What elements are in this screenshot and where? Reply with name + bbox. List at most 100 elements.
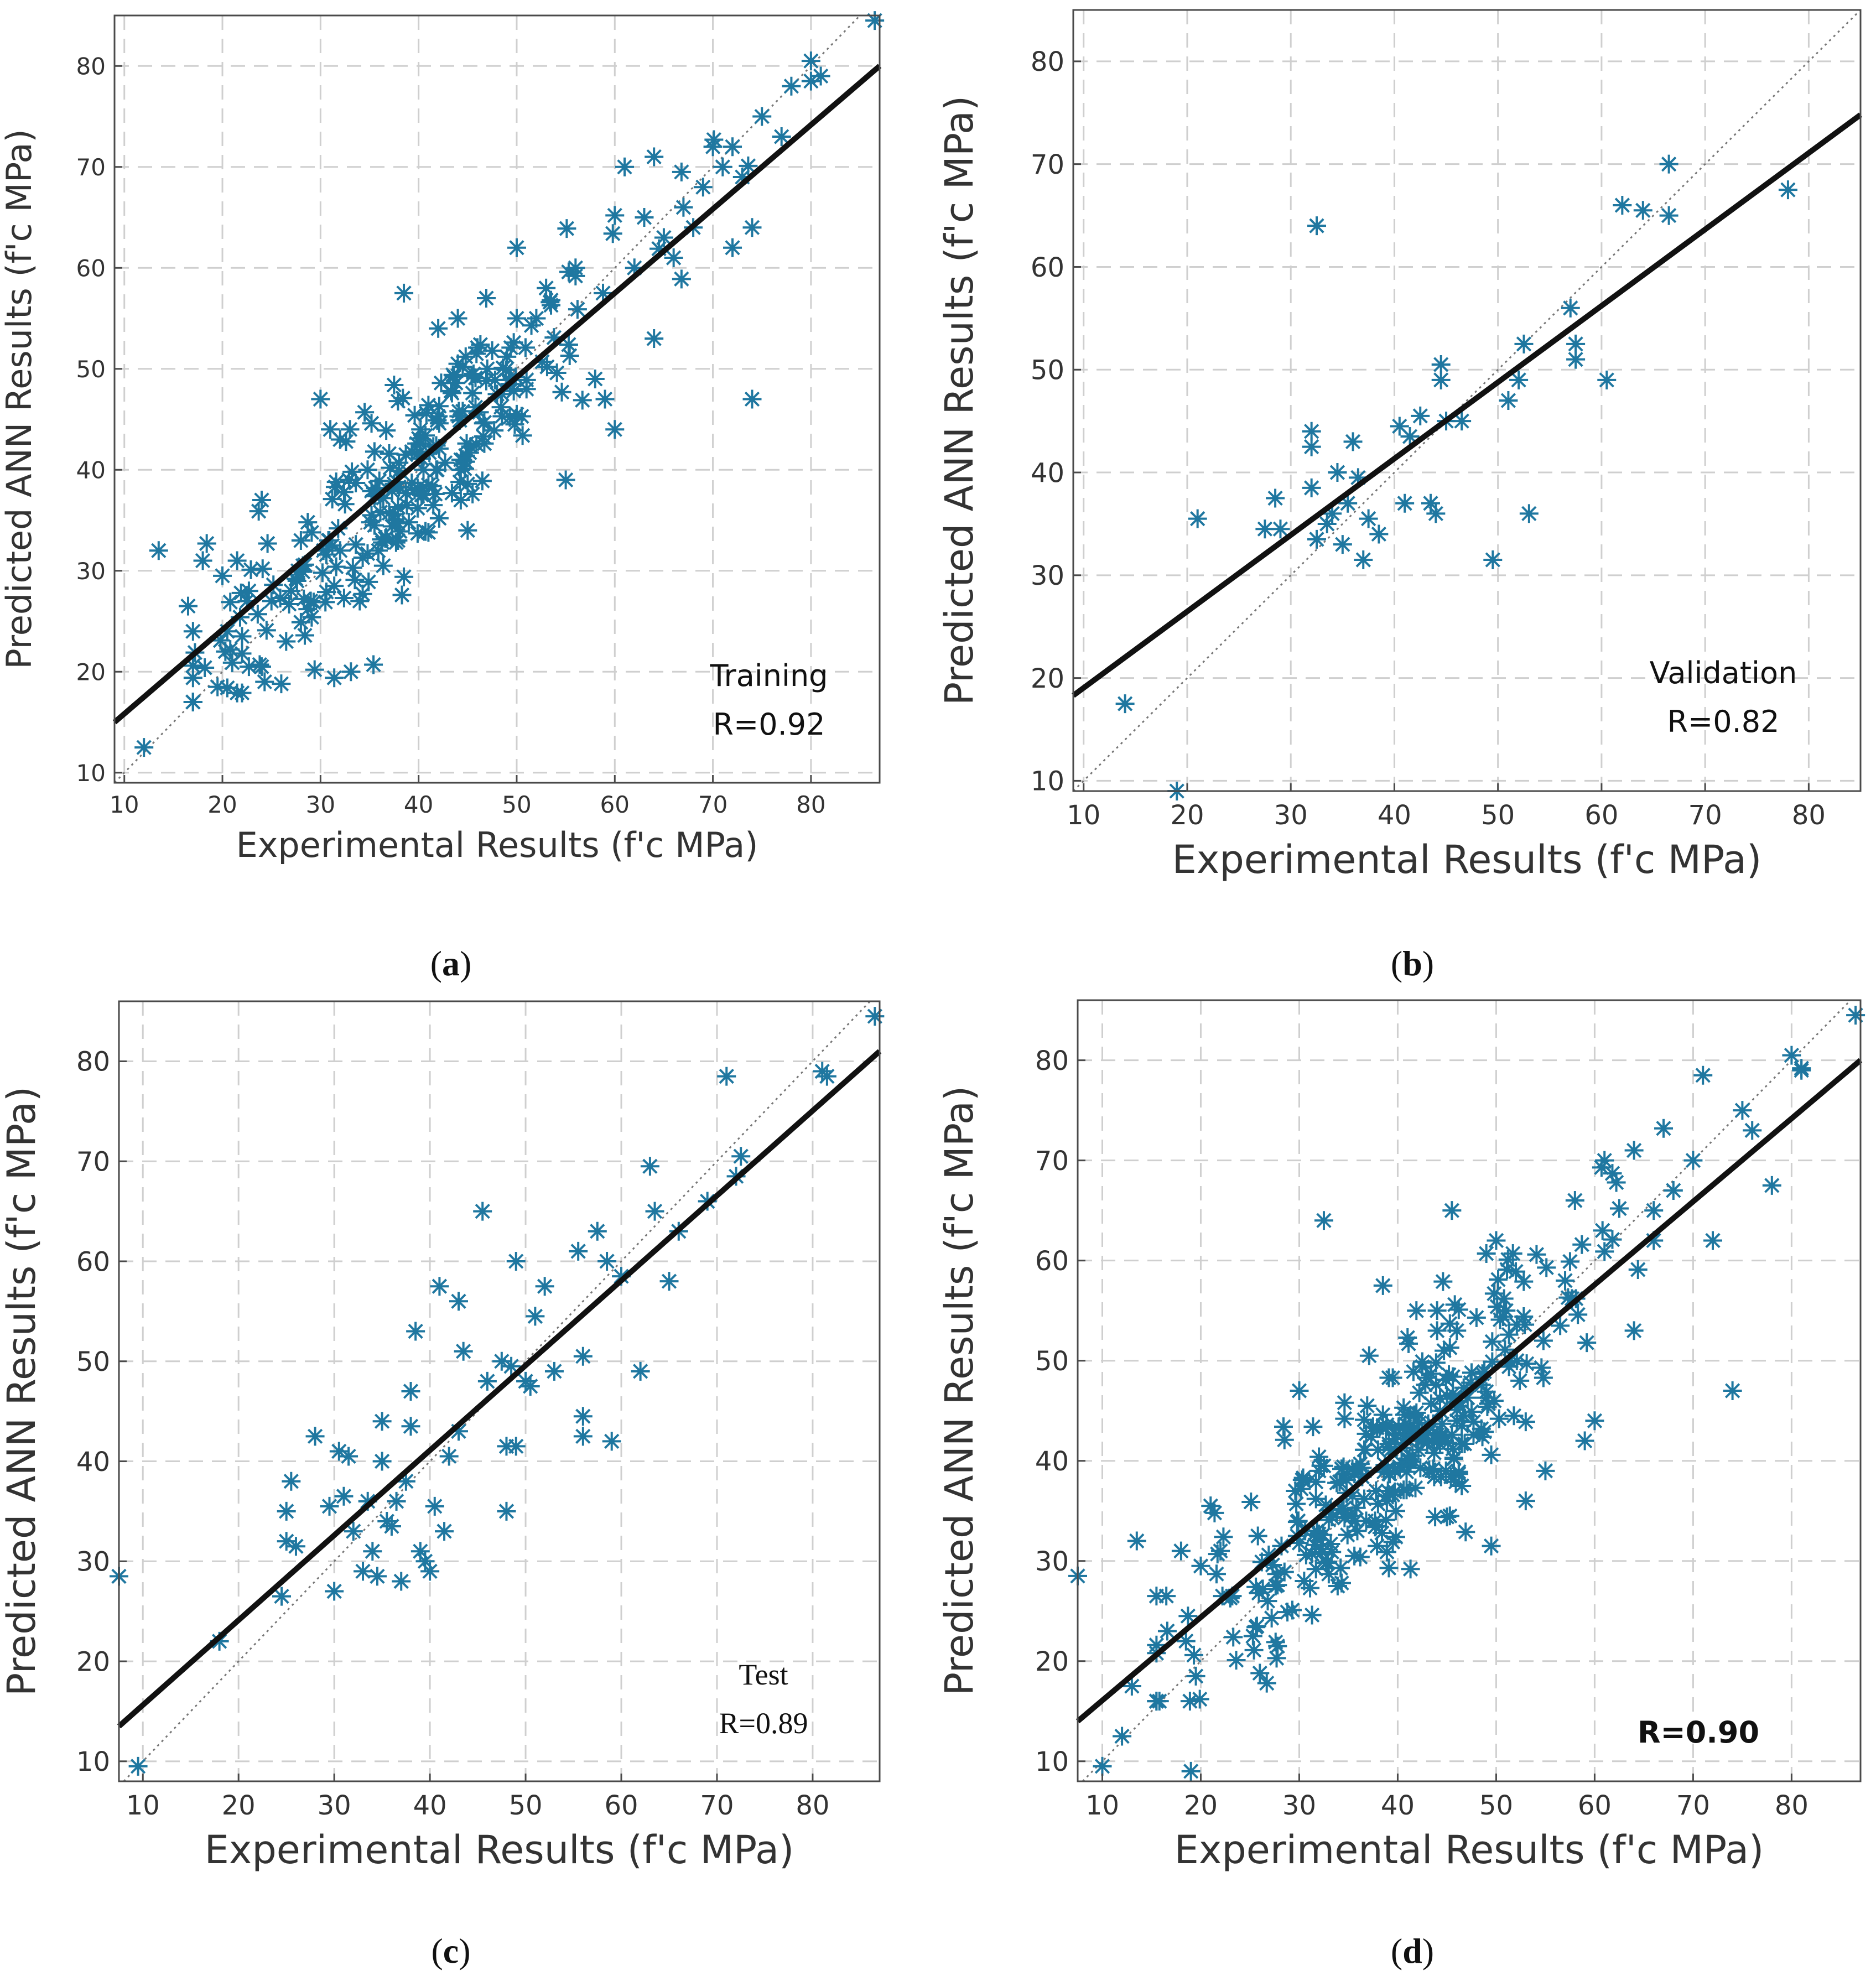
data-point [371, 502, 390, 522]
x-tick-label: 30 [1274, 800, 1308, 831]
chart-panel-b: 10 20 30 40 50 60 70 80 10 20 30 40 50 60 70 80 Experime… [937, 0, 1876, 990]
data-point [345, 570, 365, 590]
x-axis-label: Experimental Results (f'c MPa) [1175, 1827, 1764, 1873]
data-point [1516, 1412, 1535, 1432]
data-point [1268, 1636, 1287, 1656]
data-point [1503, 1244, 1522, 1263]
data-point [1452, 1416, 1472, 1436]
y-tick-label: 20 [76, 1646, 110, 1677]
data-point [1613, 196, 1632, 215]
data-point [1331, 1558, 1350, 1578]
data-point [1435, 1341, 1454, 1360]
data-point [271, 589, 290, 608]
data-point [1319, 1564, 1338, 1584]
data-point [723, 137, 742, 157]
data-point [1358, 1396, 1377, 1416]
x-tick-label: 30 [318, 1790, 351, 1821]
data-point [397, 496, 417, 515]
x-tick-label: 60 [1578, 1790, 1612, 1821]
data-point [232, 627, 252, 646]
data-point [419, 475, 438, 495]
x-tick-label: 10 [1067, 800, 1100, 831]
data-point [645, 329, 664, 348]
data-point [323, 490, 342, 509]
data-point [1659, 154, 1678, 174]
data-point [497, 1437, 516, 1456]
data-point [496, 360, 516, 379]
data-point [1184, 1645, 1204, 1665]
data-point [1359, 1346, 1379, 1365]
fit-line [1072, 112, 1862, 698]
data-point [1431, 355, 1451, 374]
data-point [512, 407, 531, 426]
data-point [635, 208, 654, 227]
data-point [477, 359, 497, 378]
data-point [462, 366, 481, 386]
data-point [544, 328, 564, 347]
data-point [386, 533, 406, 552]
data-point [321, 420, 340, 439]
data-point [1354, 550, 1373, 569]
data-point [1585, 1411, 1604, 1431]
data-point [430, 1277, 449, 1296]
data-point [1597, 370, 1617, 389]
data-point [311, 389, 330, 409]
data-point [1568, 1305, 1588, 1324]
data-point [1566, 334, 1586, 353]
data-point [342, 462, 362, 481]
data-point [448, 354, 467, 373]
data-point [1376, 1419, 1396, 1438]
y-tick-label: 30 [1031, 560, 1064, 591]
data-point [1517, 1354, 1536, 1374]
data-point [1348, 468, 1368, 487]
y-axis-label: Predicted ANN Results (f'c MPa) [0, 1086, 44, 1696]
data-point [1353, 1458, 1372, 1478]
x-tick-label: 80 [796, 791, 825, 818]
x-tick-label: 80 [796, 1790, 829, 1821]
data-point [1778, 180, 1797, 200]
data-point [1257, 1673, 1276, 1693]
data-point [1410, 1383, 1429, 1402]
data-point [1624, 1141, 1644, 1160]
data-point [1147, 1587, 1166, 1606]
fit-line [1075, 1058, 1863, 1724]
y-tick-label: 40 [76, 456, 106, 483]
data-point [1390, 417, 1409, 436]
data-point [291, 531, 310, 550]
x-tick-label: 30 [1282, 1790, 1316, 1821]
data-point [811, 66, 830, 86]
data-point [1404, 1362, 1423, 1381]
data-point [183, 622, 202, 641]
data-point [1335, 1393, 1354, 1412]
x-tick-label: 70 [1676, 1790, 1710, 1821]
data-point [384, 375, 404, 394]
data-point [1628, 1260, 1648, 1279]
data-point [1214, 1527, 1233, 1547]
axes-frame [113, 14, 881, 784]
data-point [585, 370, 605, 388]
data-point [411, 420, 430, 439]
data-point [1171, 1541, 1191, 1561]
data-point [1458, 1388, 1477, 1407]
data-point [1147, 1692, 1166, 1711]
data-point [1368, 1440, 1387, 1459]
data-point [1267, 1649, 1286, 1668]
data-point [1316, 1553, 1335, 1573]
data-point [1397, 1462, 1416, 1481]
data-point [526, 1307, 545, 1326]
data-point [1534, 1331, 1553, 1350]
data-point [402, 473, 422, 492]
data-point [1417, 1425, 1436, 1444]
data-point [569, 1241, 588, 1261]
data-point [195, 658, 215, 677]
data-point [439, 1447, 459, 1466]
data-point [485, 421, 504, 440]
data-point [595, 389, 615, 409]
data-point [1683, 1151, 1703, 1170]
data-point [1440, 1506, 1459, 1526]
data-point [377, 421, 396, 440]
data-point [448, 309, 467, 328]
data-point [272, 1587, 292, 1606]
data-point [1401, 1418, 1420, 1437]
y-tick-label: 80 [1031, 46, 1064, 77]
